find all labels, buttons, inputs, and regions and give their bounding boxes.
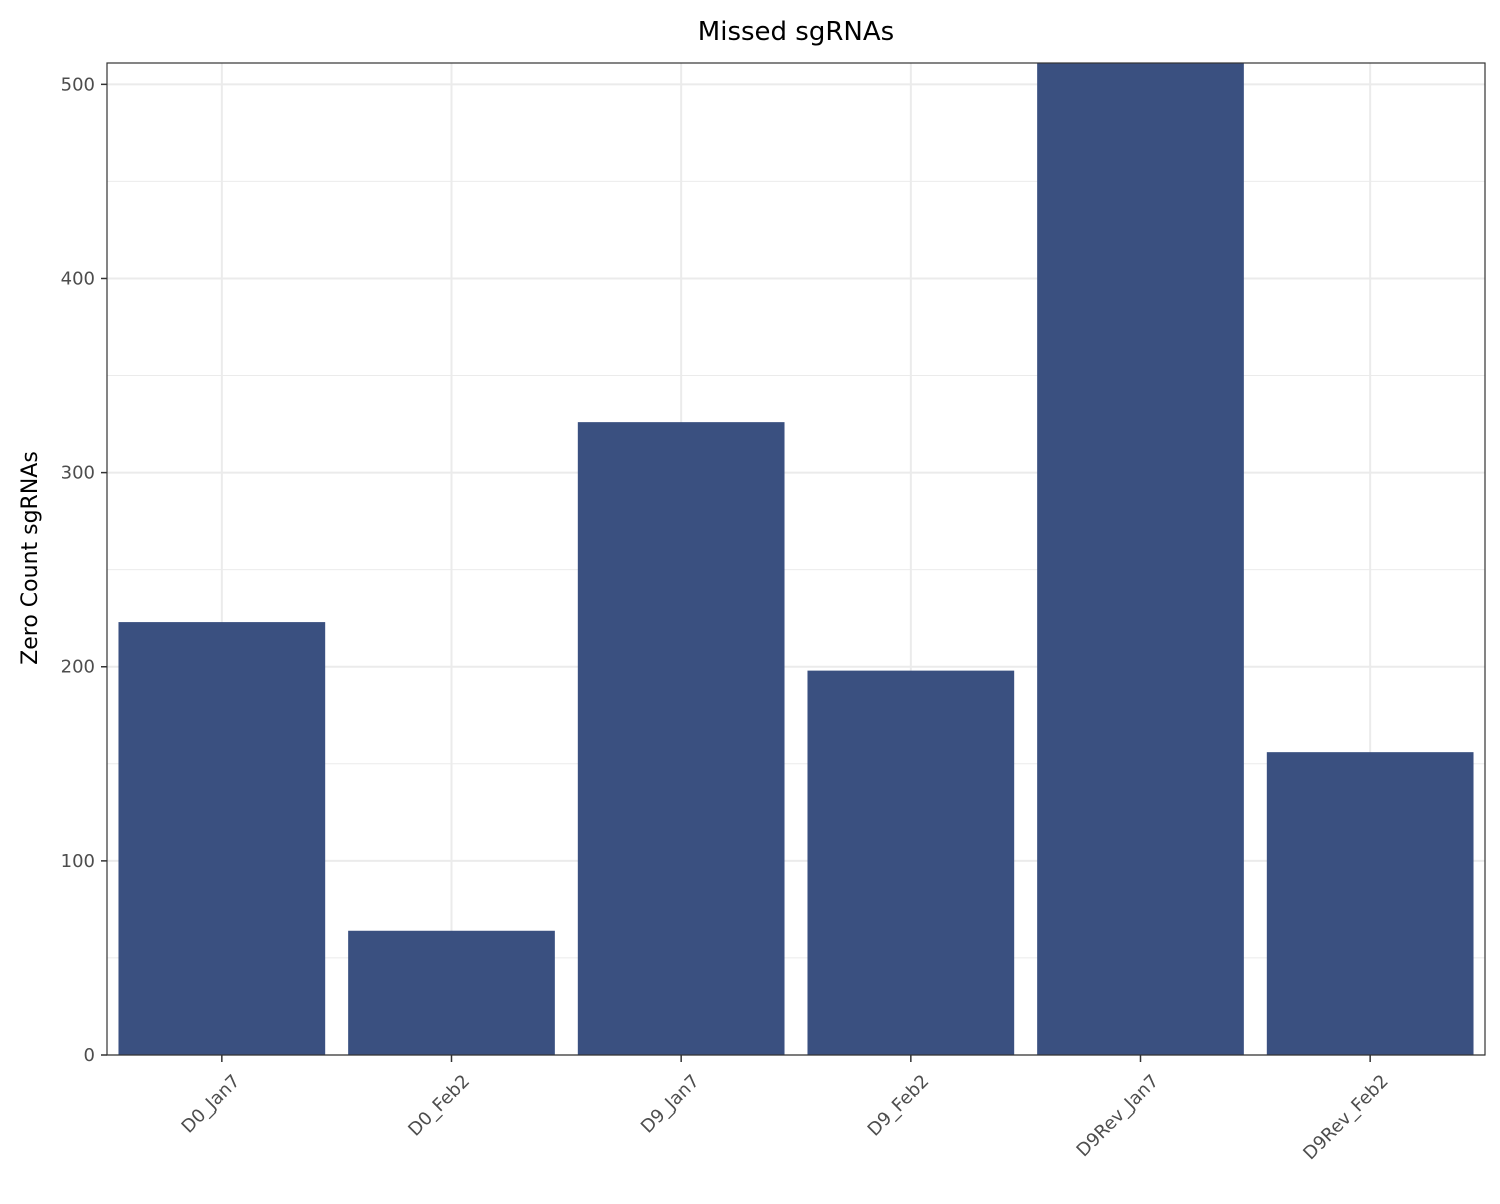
y-tick-label: 200 <box>61 657 95 678</box>
y-tick-label: 0 <box>84 1045 95 1066</box>
bar-series <box>118 63 1474 1056</box>
chart-title: Missed sgRNAs <box>698 17 894 47</box>
bar-d9rev-feb2 <box>1266 752 1474 1055</box>
bar-d9rev-jan7 <box>1037 63 1244 1055</box>
panel-border <box>106 62 1486 1056</box>
y-tick-label: 100 <box>61 851 95 872</box>
y-tick-label: 400 <box>61 268 95 289</box>
y-tick-label: 500 <box>61 74 95 95</box>
y-axis-title: Zero Count sgRNAs <box>18 451 43 665</box>
minor-gridlines <box>107 180 1485 959</box>
bar-d0-jan7 <box>118 622 326 1055</box>
bar-d0-feb2 <box>348 930 555 1055</box>
bar-d9-feb2 <box>807 670 1015 1055</box>
y-axis: 0 100 200 300 400 500 <box>61 74 107 1066</box>
y-tick-label: 300 <box>61 463 95 484</box>
bar-d9-jan7 <box>577 422 785 1056</box>
